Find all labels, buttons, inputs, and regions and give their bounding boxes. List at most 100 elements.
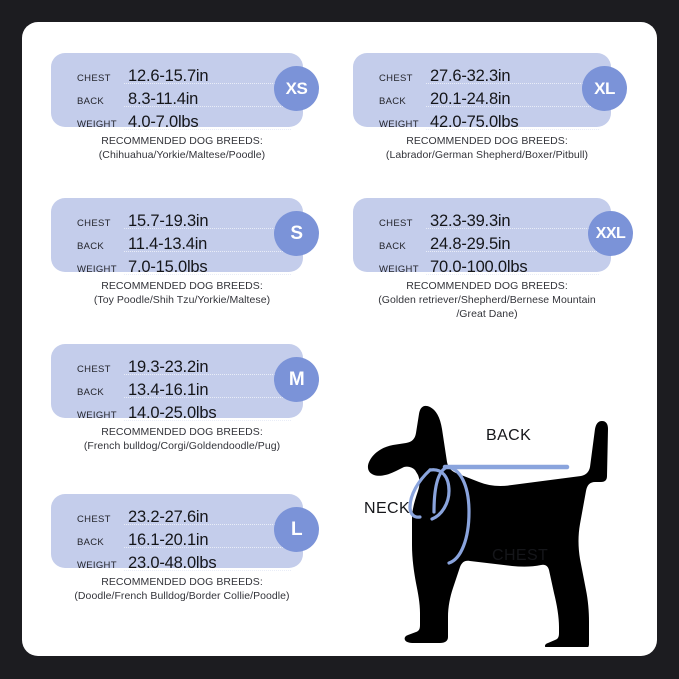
chest-row: CHEST 23.2-27.6in [77, 506, 293, 529]
leader-dots [124, 570, 291, 571]
dog-silhouette-svg [367, 405, 608, 650]
breeds-caption: RECOMMENDED DOG BREEDS: (French bulldog/… [51, 425, 313, 453]
weight-label: WEIGHT [379, 119, 419, 130]
weight-label: WEIGHT [379, 264, 419, 275]
breeds-caption: RECOMMENDED DOG BREEDS: (Labrador/German… [353, 134, 621, 162]
weight-row: WEIGHT 70.0-100.0lbs [379, 256, 601, 279]
leader-dots [124, 397, 291, 398]
size-badge-xl: XL [582, 66, 627, 111]
weight-row: WEIGHT 14.0-25.0lbs [77, 402, 293, 425]
weight-value: 4.0-7.0lbs [128, 113, 199, 131]
chest-row: CHEST 15.7-19.3in [77, 210, 293, 233]
breeds-caption: RECOMMENDED DOG BREEDS: (Toy Poodle/Shih… [51, 279, 313, 307]
size-badge-xs: XS [274, 66, 319, 111]
weight-label: WEIGHT [77, 264, 117, 275]
size-card-body: CHEST 19.3-23.2in BACK 13.4-16.1in WEIGH… [51, 344, 319, 422]
neck-measure-loop-back [428, 468, 451, 521]
size-card-l: CHEST 23.2-27.6in BACK 16.1-20.1in WEIGH… [51, 494, 319, 603]
back-label: BACK [379, 96, 407, 107]
breeds-list: (Toy Poodle/Shih Tzu/Yorkie/Maltese) [93, 294, 271, 306]
chest-value: 19.3-23.2in [128, 358, 209, 376]
breeds-caption: RECOMMENDED DOG BREEDS: (Golden retrieve… [353, 279, 621, 321]
size-card-xs: CHEST 12.6-15.7in BACK 8.3-11.4in WEIGHT… [51, 53, 319, 162]
chest-row: CHEST 12.6-15.7in [77, 65, 293, 88]
weight-row: WEIGHT 42.0-75.0lbs [379, 111, 601, 134]
breeds-list-line2: /Great Dane) [456, 308, 518, 320]
chest-row: CHEST 27.6-32.3in [379, 65, 601, 88]
breeds-heading: RECOMMENDED DOG BREEDS: [406, 280, 568, 292]
breeds-list-line1: (Golden retriever/Shepherd/Bernese Mount… [378, 294, 596, 306]
weight-value: 23.0-48.0lbs [128, 554, 217, 572]
leader-dots [124, 129, 291, 130]
dog-measurement-diagram: NECK BACK CHEST [352, 367, 652, 650]
breeds-heading: RECOMMENDED DOG BREEDS: [101, 280, 263, 292]
size-card-body: CHEST 23.2-27.6in BACK 16.1-20.1in WEIGH… [51, 494, 319, 572]
back-row: BACK 13.4-16.1in [77, 379, 293, 402]
leader-dots [124, 420, 291, 421]
breeds-heading: RECOMMENDED DOG BREEDS: [101, 576, 263, 588]
breeds-heading: RECOMMENDED DOG BREEDS: [406, 135, 568, 147]
back-label: BACK [77, 387, 105, 398]
back-label: BACK [77, 96, 105, 107]
back-row: BACK 24.8-29.5in [379, 233, 601, 256]
leader-dots [124, 83, 291, 84]
leader-dots [426, 106, 599, 107]
back-label: BACK [379, 241, 407, 252]
back-row: BACK 8.3-11.4in [77, 88, 293, 111]
leader-dots [124, 524, 291, 525]
weight-value: 14.0-25.0lbs [128, 404, 217, 422]
weight-label: WEIGHT [77, 410, 117, 421]
leader-dots [124, 251, 291, 252]
weight-value: 7.0-15.0lbs [128, 258, 208, 276]
size-card-body: CHEST 32.3-39.3in BACK 24.8-29.5in WEIGH… [353, 198, 633, 276]
dog-body-shape [367, 405, 608, 650]
breeds-list: (French bulldog/Corgi/Goldendoodle/Pug) [83, 440, 281, 452]
leader-dots [124, 547, 291, 548]
back-row: BACK 20.1-24.8in [379, 88, 601, 111]
chest-label: CHEST [379, 218, 413, 229]
size-badge-s: S [274, 211, 319, 256]
weight-row: WEIGHT 4.0-7.0lbs [77, 111, 293, 134]
chest-label: CHEST [77, 218, 111, 229]
chest-row: CHEST 32.3-39.3in [379, 210, 601, 233]
weight-row: WEIGHT 7.0-15.0lbs [77, 256, 293, 279]
leader-dots [426, 274, 599, 275]
chest-label: CHEST [77, 73, 111, 84]
breeds-list: (Labrador/German Shepherd/Boxer/Pitbull) [385, 149, 589, 161]
size-card-body: CHEST 12.6-15.7in BACK 8.3-11.4in WEIGHT… [51, 53, 319, 131]
size-badge-l: L [274, 507, 319, 552]
back-value: 13.4-16.1in [128, 381, 209, 399]
breeds-heading: RECOMMENDED DOG BREEDS: [101, 426, 263, 438]
weight-label: WEIGHT [77, 119, 117, 130]
chest-value: 23.2-27.6in [128, 508, 209, 526]
size-chart-panel: CHEST 12.6-15.7in BACK 8.3-11.4in WEIGHT… [22, 22, 657, 656]
chest-value: 15.7-19.3in [128, 212, 209, 230]
size-card-s: CHEST 15.7-19.3in BACK 11.4-13.4in WEIGH… [51, 198, 319, 307]
weight-label: WEIGHT [77, 560, 117, 571]
neck-measure-loop [408, 468, 432, 519]
chest-label: CHEST [77, 364, 111, 375]
breeds-caption: RECOMMENDED DOG BREEDS: (Chihuahua/Yorki… [51, 134, 313, 162]
leader-dots [124, 374, 291, 375]
back-row: BACK 16.1-20.1in [77, 529, 293, 552]
weight-value: 42.0-75.0lbs [430, 113, 519, 131]
chest-measure-loop [445, 465, 471, 565]
chest-value: 27.6-32.3in [430, 67, 511, 85]
breeds-caption: RECOMMENDED DOG BREEDS: (Doodle/French B… [51, 575, 313, 603]
back-value: 8.3-11.4in [128, 90, 199, 108]
chest-label: CHEST [379, 73, 413, 84]
breeds-heading: RECOMMENDED DOG BREEDS: [101, 135, 263, 147]
back-row: BACK 11.4-13.4in [77, 233, 293, 256]
leader-dots [426, 228, 599, 229]
size-card-body: CHEST 27.6-32.3in BACK 20.1-24.8in WEIGH… [353, 53, 627, 131]
breeds-list: (Chihuahua/Yorkie/Maltese/Poodle) [98, 149, 266, 161]
back-label: BACK [486, 427, 532, 444]
size-card-body: CHEST 15.7-19.3in BACK 11.4-13.4in WEIGH… [51, 198, 319, 276]
leader-dots [426, 129, 599, 130]
neck-label: NECK [364, 500, 411, 517]
leader-dots [426, 83, 599, 84]
back-value: 11.4-13.4in [128, 235, 208, 253]
size-badge-m: M [274, 357, 319, 402]
leader-dots [124, 274, 291, 275]
